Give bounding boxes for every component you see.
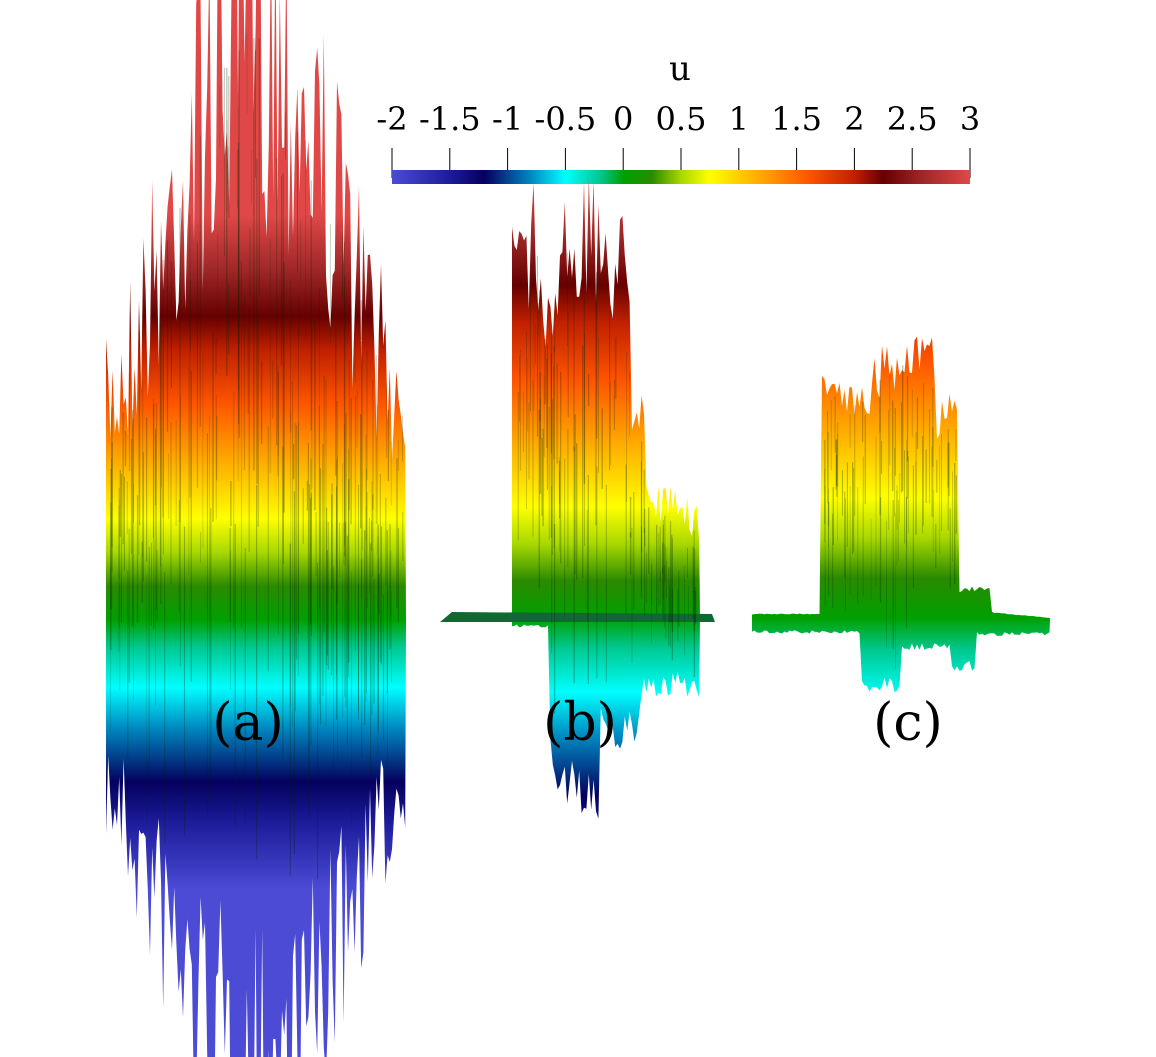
colorbar-tick-label: -0.5 xyxy=(535,100,597,138)
panel-b-streaks xyxy=(517,247,697,714)
colorbar-tick-label: 0.5 xyxy=(656,100,707,138)
colorbar: u -2 -1.5 -1 -0.5 0 0.5 1 1.5 2 2.5 3 xyxy=(376,49,980,184)
colorbar-tick-label: -1.5 xyxy=(419,100,481,138)
panel-c: (c) xyxy=(752,336,1050,753)
colorbar-tick-label: 2.5 xyxy=(887,100,938,138)
colorbar-tick-label: -1 xyxy=(492,100,523,138)
colorbar-tick-label: 0 xyxy=(613,100,633,138)
colorbar-tick-labels: -2 -1.5 -1 -0.5 0 0.5 1 1.5 2 2.5 3 xyxy=(376,100,980,138)
panel-b: (b) xyxy=(440,177,715,819)
colorbar-tick-label: -2 xyxy=(376,100,407,138)
panel-c-streaks xyxy=(824,365,957,670)
colorbar-tick-label: 1.5 xyxy=(771,100,822,138)
colorbar-title: u xyxy=(669,49,691,89)
colorbar-tick-label: 3 xyxy=(960,100,980,138)
colorbar-gradient xyxy=(392,170,970,184)
panel-a-surface xyxy=(106,0,406,1057)
panel-b-label: (b) xyxy=(543,693,617,753)
panel-b-base-plane xyxy=(440,612,715,622)
colorbar-tick-label: 1 xyxy=(729,100,749,138)
panel-b-surface xyxy=(512,177,700,819)
colorbar-tick-label: 2 xyxy=(844,100,864,138)
panel-a-streaks xyxy=(110,33,404,880)
panel-c-surface xyxy=(752,336,1050,693)
panel-a: (a) xyxy=(106,0,406,1057)
panel-c-label: (c) xyxy=(873,693,943,753)
panel-a-label: (a) xyxy=(212,693,284,753)
